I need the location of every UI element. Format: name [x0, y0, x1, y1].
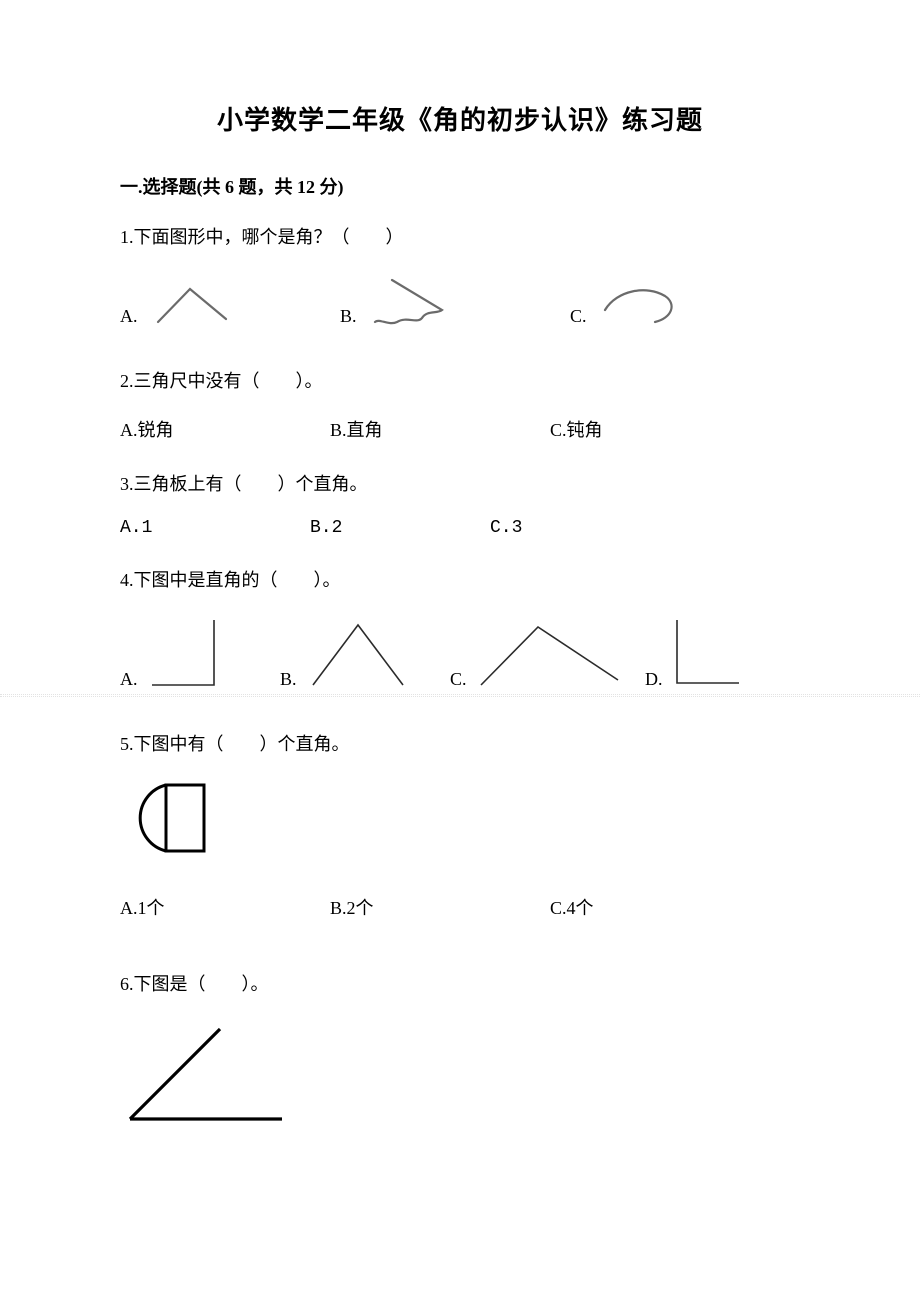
q5-optA: A.1个	[120, 894, 320, 920]
q1-optC-label: C.	[570, 306, 587, 327]
q4-optC-label: C.	[450, 669, 467, 690]
q3-options: A.1 B.2 C.3	[120, 518, 800, 538]
q4-optD-label: D.	[645, 669, 663, 690]
q3-optB: B.2	[310, 518, 480, 538]
q3-optA: A.1	[120, 518, 300, 538]
q4-figD-icon	[669, 615, 744, 690]
page-title: 小学数学二年级《角的初步认识》练习题	[120, 100, 800, 137]
q3-text: 3.三角板上有（ ）个直角。	[120, 470, 800, 499]
q1-optA-label: A.	[120, 306, 138, 327]
q1-options: A. B. C.	[120, 272, 800, 327]
q4-figC-icon	[473, 615, 623, 690]
q1-figB-icon	[367, 272, 467, 327]
q6-text: 6.下图是（ ）。	[120, 970, 800, 999]
q5-figure-icon	[120, 779, 212, 857]
q2-text: 2.三角尺中没有（ ）。	[120, 367, 800, 396]
q5-figure-wrap	[120, 779, 800, 862]
q2-optB: B.直角	[330, 416, 540, 442]
q1-text: 1.下面图形中，哪个是角？（ ）	[120, 223, 800, 252]
q5-optB: B.2个	[330, 894, 540, 920]
q1-figA-icon	[148, 277, 238, 327]
q3-optC: C.3	[490, 518, 522, 538]
q4-optA-label: A.	[120, 669, 138, 690]
q5-optC: C.4个	[550, 894, 594, 920]
q4-optB-label: B.	[280, 669, 297, 690]
q5-options: A.1个 B.2个 C.4个	[120, 894, 800, 920]
q4-text: 4.下图中是直角的（ ）。	[120, 566, 800, 595]
page-dotted-line-2	[0, 696, 920, 697]
q2-options: A.锐角 B.直角 C.钝角	[120, 416, 800, 442]
page-dotted-line-1	[0, 694, 920, 695]
q1-optB-label: B.	[340, 306, 357, 327]
q4-options: A. B. C. D.	[120, 615, 800, 690]
q6-figure-icon	[120, 1019, 290, 1129]
q5-text: 5.下图中有（ ）个直角。	[120, 730, 800, 759]
q4-figA-icon	[144, 615, 224, 690]
section-header: 一.选择题(共 6 题，共 12 分)	[120, 173, 800, 199]
q4-figB-icon	[303, 615, 413, 690]
q6-figure-wrap	[120, 1019, 800, 1134]
q1-figC-icon	[597, 282, 682, 327]
q2-optC: C.钝角	[550, 416, 603, 442]
q2-optA: A.锐角	[120, 416, 320, 442]
